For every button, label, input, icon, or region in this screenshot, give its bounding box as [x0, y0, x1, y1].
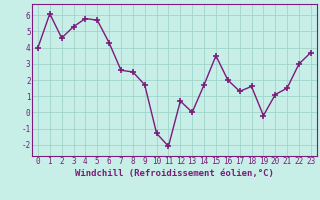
X-axis label: Windchill (Refroidissement éolien,°C): Windchill (Refroidissement éolien,°C)	[75, 169, 274, 178]
